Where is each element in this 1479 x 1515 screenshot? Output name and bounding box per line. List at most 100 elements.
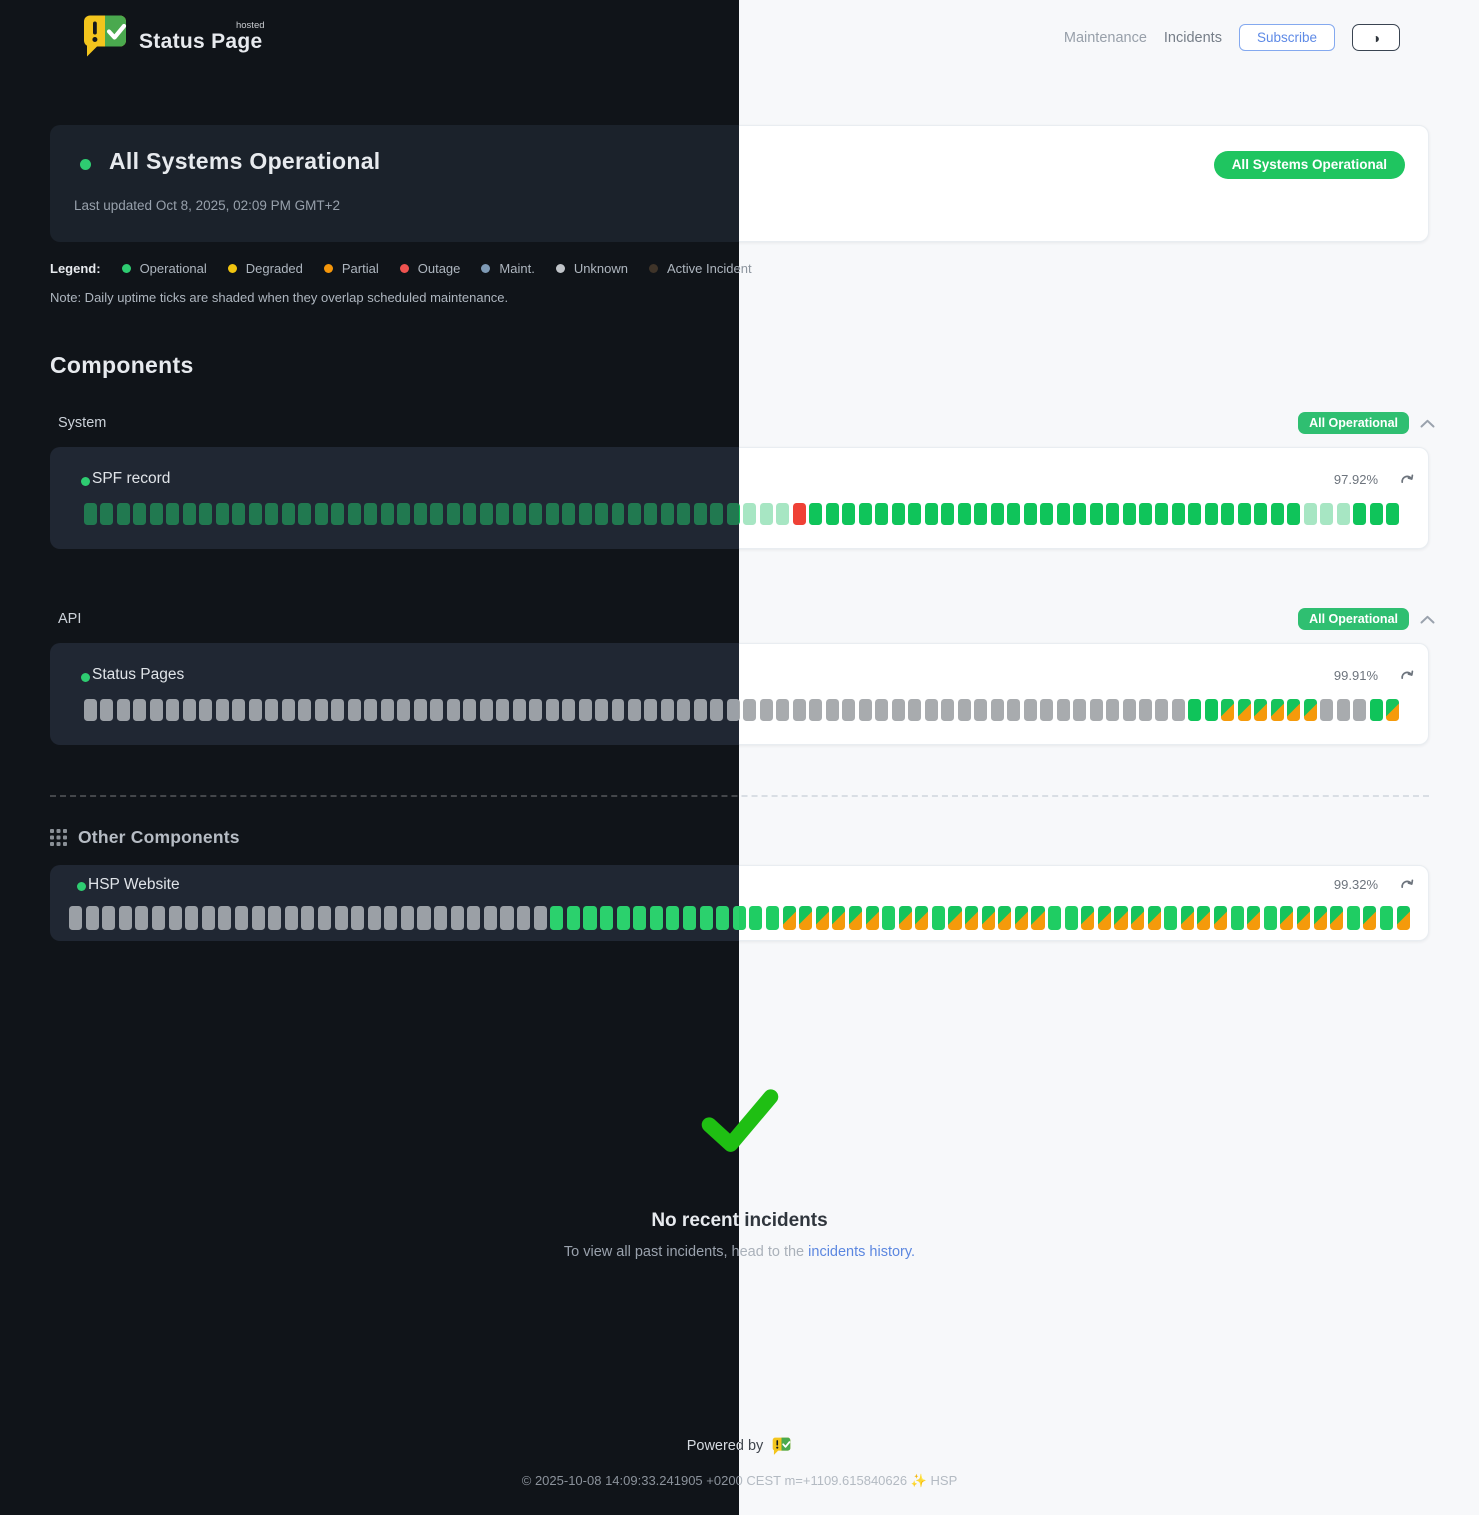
uptime-tick: [430, 699, 444, 721]
uptime-tick: [367, 906, 381, 930]
uptime-tick: [600, 906, 614, 930]
uptime-tick: [792, 699, 806, 721]
component-name: SPF record: [92, 470, 171, 487]
incidents-history-link[interactable]: incidents history.: [808, 1244, 916, 1260]
uptime-tick: [941, 503, 955, 525]
uptime-tick: [232, 699, 246, 721]
uptime-tick: [512, 503, 526, 525]
uptime-tick: [1353, 503, 1367, 525]
chevron-up-icon[interactable]: [1420, 615, 1435, 624]
theme-contrast-icon: ◑: [1371, 29, 1381, 46]
subscribe-button[interactable]: Subscribe: [1238, 24, 1335, 51]
uptime-tick: [815, 906, 829, 930]
uptime-tick: [792, 503, 806, 525]
uptime-tick: [739, 503, 740, 525]
uptime-tick: [1007, 503, 1021, 525]
uptime-tick: [699, 906, 713, 930]
uptime-tick: [1007, 699, 1021, 721]
theme-toggle-button[interactable]: ◑: [1352, 24, 1400, 51]
uptime-tick: [908, 699, 922, 721]
uptime-tick: [957, 503, 971, 525]
uptime-tick: [865, 906, 879, 930]
uptime-tick: [1336, 699, 1350, 721]
uptime-tick: [1254, 503, 1268, 525]
component-name: HSP Website: [88, 876, 180, 893]
uptime-tick: [1303, 699, 1317, 721]
uptime-tick: [660, 503, 674, 525]
uptime-tick: [726, 503, 740, 525]
uptime-tick: [545, 503, 559, 525]
uptime-tick: [710, 699, 724, 721]
uptime-tick: [450, 906, 464, 930]
uptime-tick: [1147, 906, 1161, 930]
unknown-dot-icon: [555, 264, 565, 273]
brand-hosted-label: hosted: [235, 19, 265, 31]
uptime-tick: [100, 699, 114, 721]
uptime-tick: [1369, 699, 1383, 721]
operational-dot-icon: [121, 264, 131, 273]
uptime-tick: [479, 503, 493, 525]
uptime-tick: [739, 906, 746, 930]
uptime-tick: [133, 503, 147, 525]
uptime-tick: [898, 906, 912, 930]
uptime-percentage: 99.91%: [1333, 668, 1378, 683]
uptime-tick: [1097, 906, 1111, 930]
refresh-icon[interactable]: [1400, 878, 1414, 892]
checkmark-icon: [739, 1089, 778, 1146]
other-components-header: Other Components: [50, 827, 240, 848]
uptime-tick: [298, 699, 312, 721]
uptime-tick: [1056, 699, 1070, 721]
uptime-tick: [765, 906, 780, 930]
uptime-tick: [400, 906, 414, 930]
uptime-tick: [693, 699, 707, 721]
uptime-tick: [463, 503, 477, 525]
uptime-tick: [1040, 699, 1054, 721]
uptime-tick: [578, 699, 592, 721]
uptime-tick: [1188, 699, 1202, 721]
uptime-tick: [1386, 503, 1400, 525]
chevron-up-icon[interactable]: [1420, 419, 1435, 428]
nav-maintenance[interactable]: Maintenance: [1063, 29, 1147, 46]
nav-incidents[interactable]: Incidents: [1163, 29, 1222, 46]
uptime-tick: [463, 699, 477, 721]
footer-logo-icon: [772, 1437, 791, 1455]
legend-item-unknown: Unknown: [555, 261, 628, 276]
outage-dot-icon: [399, 264, 409, 273]
uptime-tick: [611, 503, 625, 525]
uptime-tick: [583, 906, 597, 930]
uptime-tick: [1139, 503, 1152, 525]
uptime-tick: [809, 503, 823, 525]
refresh-icon[interactable]: [1400, 669, 1414, 683]
uptime-tick: [677, 503, 691, 525]
legend-item-label: Active Incident: [739, 261, 752, 276]
uptime-tick: [185, 906, 199, 930]
uptime-tick: [1023, 699, 1037, 721]
uptime-tick: [1221, 699, 1235, 721]
powered-by: Powered by: [739, 1436, 1479, 1456]
uptime-tick: [413, 699, 427, 721]
uptime-tick: [301, 906, 315, 930]
legend: Legend: Operational Degraded Partial Out…: [739, 261, 752, 276]
uptime-tick: [1396, 906, 1410, 930]
uptime-tick: [759, 503, 773, 525]
component-card-status-pages: Status Pages 99.91%: [739, 643, 1429, 745]
legend: Legend: Operational Degraded Partial Out…: [50, 261, 752, 276]
uptime-tick: [347, 503, 361, 525]
uptime-tick: [533, 906, 547, 930]
uptime-tick: [633, 906, 647, 930]
uptime-tick: [1330, 906, 1344, 930]
uptime-tick: [1014, 906, 1028, 930]
uptime-tick: [825, 503, 839, 525]
uptime-tick: [1056, 503, 1070, 525]
uptime-tick: [710, 503, 724, 525]
group-name: API: [58, 611, 82, 627]
uptime-tick: [858, 503, 872, 525]
uptime-tick: [1081, 906, 1095, 930]
brand: hosted Status Page: [80, 12, 265, 59]
uptime-tick: [644, 503, 658, 525]
refresh-icon[interactable]: [1400, 473, 1414, 487]
uptime-tick: [496, 503, 510, 525]
uptime-tick: [915, 906, 929, 930]
uptime-tick: [1089, 699, 1103, 721]
uptime-tick: [199, 699, 213, 721]
